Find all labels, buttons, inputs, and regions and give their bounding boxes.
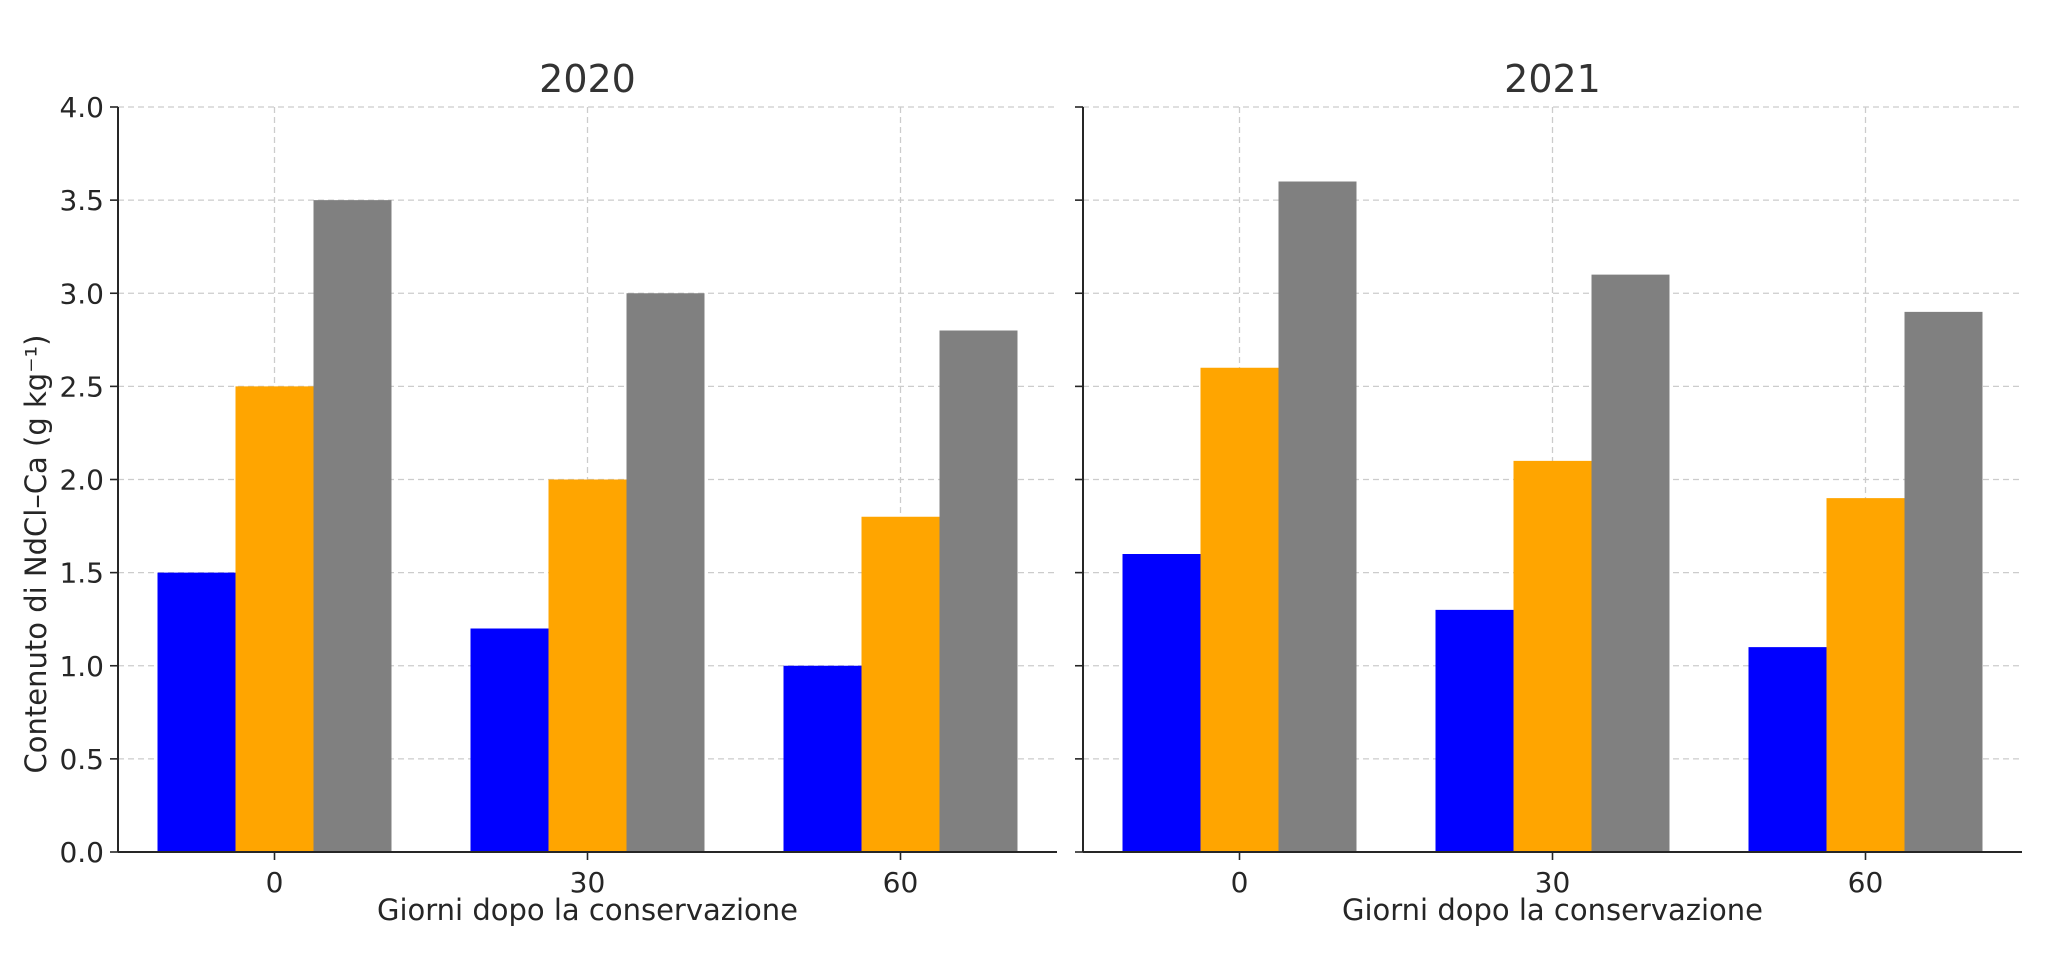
bar (626, 293, 705, 852)
x-tick-label: 30 (1535, 866, 1571, 899)
y-tick-label: 0.5 (59, 743, 104, 776)
chart-title: 2020 (539, 57, 636, 101)
bar (939, 330, 1018, 852)
x-axis-label: Giorni dopo la conservazione (1342, 893, 1763, 927)
bar (1826, 498, 1905, 852)
x-tick-label: 30 (570, 866, 606, 899)
bar (1278, 181, 1357, 852)
bar (1200, 367, 1279, 852)
y-tick-label: 3.0 (59, 277, 104, 310)
x-tick-label: 60 (1848, 866, 1884, 899)
y-tick-label: 1.0 (59, 650, 104, 683)
y-tick-label: 3.5 (59, 184, 104, 217)
x-tick-label: 0 (1231, 866, 1249, 899)
x-tick-label: 0 (266, 866, 284, 899)
bar (1591, 274, 1670, 852)
bar (1748, 647, 1827, 852)
bar (1122, 554, 1201, 852)
y-tick-label: 2.5 (59, 370, 104, 403)
y-tick-label: 1.5 (59, 557, 104, 590)
chart-title: 2021 (1504, 57, 1601, 101)
bar (157, 572, 236, 852)
bar (1435, 609, 1514, 852)
x-tick-label: 60 (883, 866, 919, 899)
x-axis-label: Giorni dopo la conservazione (377, 893, 798, 927)
panel-2020: 0.0 0.5 1.0 1.5 2.0 2.5 3.0 3.5 4.0 0 30 60 Giorni d… (59, 57, 1057, 927)
bar (470, 628, 549, 852)
y-tick-label: 4.0 (59, 91, 104, 124)
y-tick-label: 0.0 (59, 836, 104, 869)
bar (548, 479, 627, 852)
y-tick-label: 2.0 (59, 464, 104, 497)
bar (313, 200, 392, 852)
bar (861, 516, 940, 852)
bar (1513, 460, 1592, 852)
bar (235, 386, 314, 852)
bar (783, 665, 862, 852)
panel-2021: 0 30 60 Giorni dopo la conservazione 2021 (1075, 57, 2022, 927)
y-axis-label: Contenuto di NdCl–Ca (g kg⁻¹) (19, 335, 53, 774)
bar (1904, 311, 1983, 852)
